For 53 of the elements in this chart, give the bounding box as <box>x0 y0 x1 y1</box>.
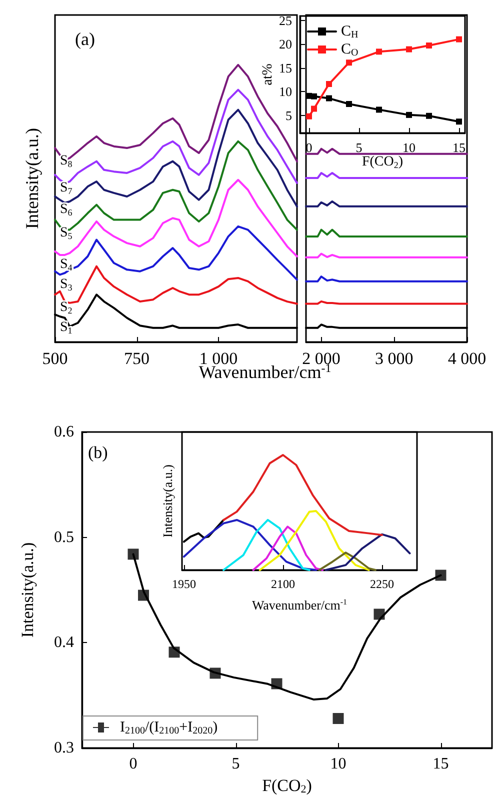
point <box>374 608 385 620</box>
text: (a) <box>75 29 95 49</box>
y-axis-title: Intensity(a.u.) <box>160 464 175 538</box>
point <box>311 106 317 112</box>
x-tick-label: 2250 <box>370 577 394 591</box>
x-tick-label: 5 <box>232 756 240 772</box>
x-tick-label: 0 <box>306 140 312 155</box>
x-tick-label: 15 <box>432 756 449 772</box>
y-tick-label: 0.4 <box>54 634 74 652</box>
point <box>168 646 180 658</box>
point <box>138 590 149 601</box>
annotation: (b) <box>88 443 108 462</box>
x-tick-label: 10 <box>402 140 416 155</box>
point <box>210 668 221 679</box>
y-tick-label: 5 <box>286 108 292 123</box>
y-axis-title: at% <box>260 63 276 86</box>
point <box>456 36 462 42</box>
point <box>346 60 352 66</box>
point <box>346 100 352 107</box>
point <box>435 570 446 581</box>
x-tick-label: 15 <box>452 140 466 155</box>
y-tick-label: 0.6 <box>54 424 74 440</box>
x-tick-label: 5 <box>356 140 362 155</box>
point <box>326 95 332 102</box>
point <box>311 93 317 100</box>
y-tick-label: 25 <box>279 12 292 28</box>
x-tick-label: 4 000 <box>448 349 486 368</box>
point <box>406 112 412 118</box>
y-axis-title: Intensity(a.u.) <box>22 128 42 229</box>
x-tick-label: 0 <box>129 756 138 772</box>
y-tick-label: 15 <box>279 60 292 76</box>
point <box>456 118 462 125</box>
x-tick-label: 10 <box>330 756 346 772</box>
point <box>426 112 432 119</box>
point <box>326 81 332 88</box>
point <box>406 46 412 52</box>
point <box>332 713 344 724</box>
x-tick-label: 1950 <box>172 577 196 591</box>
y-axis-title: Intensity(a.u.) <box>18 542 37 638</box>
x-tick-label: 500 <box>42 349 68 368</box>
x-tick-label: 750 <box>124 349 150 368</box>
point <box>426 42 432 48</box>
point <box>376 106 382 113</box>
point <box>128 548 139 560</box>
x-tick-label: 3 000 <box>375 349 414 368</box>
point <box>271 678 282 690</box>
point <box>376 48 382 55</box>
x-tick-label: 2100 <box>270 577 295 591</box>
y-tick-label: 20 <box>279 36 292 52</box>
y-tick-label: 0.5 <box>54 528 74 546</box>
point <box>306 113 312 120</box>
y-tick-label: 0.3 <box>54 740 74 756</box>
y-tick-label: 10 <box>279 84 292 100</box>
